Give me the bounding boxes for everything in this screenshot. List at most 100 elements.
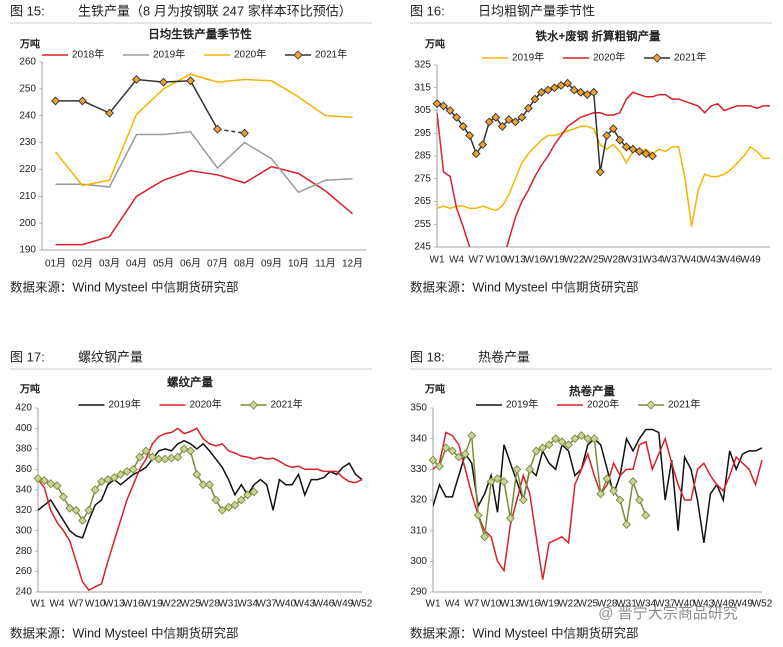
point-marker xyxy=(51,96,60,106)
point-marker xyxy=(525,464,535,474)
point-marker xyxy=(97,477,106,487)
series-line xyxy=(55,165,353,246)
point-marker xyxy=(39,476,49,486)
point-marker xyxy=(622,520,631,529)
legend-label: 2019年 xyxy=(109,398,141,411)
y-tick-label: 245 xyxy=(414,242,431,253)
legend-marker xyxy=(293,50,303,60)
series-line xyxy=(437,82,653,173)
y-tick-label: 295 xyxy=(414,128,431,139)
x-tick-label: W43 xyxy=(701,255,722,266)
point-marker xyxy=(537,87,546,97)
y-tick-label: 285 xyxy=(414,151,431,162)
point-marker xyxy=(634,495,644,505)
chart-title: 热卷产量 xyxy=(569,384,615,398)
x-tick-label: W16 xyxy=(123,599,144,610)
point-marker xyxy=(154,454,164,464)
x-tick-label: W10 xyxy=(485,255,506,266)
x-tick-label: 01月 xyxy=(45,258,66,270)
x-tick-label: W19 xyxy=(142,599,163,610)
legend-label: 2021年 xyxy=(271,398,303,411)
point-marker xyxy=(240,128,249,138)
y-tick-label: 200 xyxy=(19,218,36,229)
point-marker xyxy=(78,516,87,525)
point-marker xyxy=(615,495,625,505)
legend-label: 2019年 xyxy=(506,398,538,411)
legend-label: 2020年 xyxy=(593,51,625,64)
x-tick-label: W16 xyxy=(519,599,540,610)
point-marker xyxy=(160,454,170,464)
y-tick-label: 350 xyxy=(410,403,427,414)
x-tick-label: W7 xyxy=(469,255,484,266)
point-marker xyxy=(544,440,554,450)
y-tick-label: 400 xyxy=(15,423,32,434)
point-marker xyxy=(499,477,509,487)
x-tick-label: W43 xyxy=(694,599,715,610)
x-tick-label: 06月 xyxy=(180,258,201,270)
y-tick-label: 260 xyxy=(19,57,36,68)
point-marker xyxy=(634,147,644,156)
point-marker xyxy=(213,124,222,134)
series-line xyxy=(55,131,353,194)
point-marker xyxy=(531,446,541,456)
point-marker xyxy=(71,505,81,515)
x-tick-label: W37 xyxy=(655,599,676,610)
point-marker xyxy=(135,452,145,462)
x-tick-label: W37 xyxy=(256,599,277,610)
point-marker xyxy=(90,485,100,495)
point-marker xyxy=(147,452,157,462)
y-tick-label: 300 xyxy=(15,525,32,536)
point-marker xyxy=(493,474,502,483)
point-marker xyxy=(447,446,457,456)
x-tick-label: W40 xyxy=(674,599,695,610)
x-tick-label: W13 xyxy=(505,255,526,266)
point-marker xyxy=(432,99,442,109)
point-marker xyxy=(109,473,119,482)
point-marker xyxy=(230,500,240,510)
point-marker xyxy=(497,121,507,131)
point-marker xyxy=(435,461,444,471)
point-marker xyxy=(460,449,470,459)
point-marker xyxy=(484,117,494,127)
x-tick-label: W46 xyxy=(713,599,734,610)
x-tick-label: 03月 xyxy=(99,258,120,270)
point-marker xyxy=(602,474,612,483)
x-tick-label: 11月 xyxy=(315,258,335,270)
x-tick-label: W28 xyxy=(597,599,618,610)
series-line xyxy=(437,125,770,227)
series-line xyxy=(433,431,763,580)
x-tick-label: W34 xyxy=(642,255,663,266)
point-marker xyxy=(530,94,540,104)
x-tick-label: W13 xyxy=(500,599,521,610)
x-tick-label: W52 xyxy=(752,599,773,610)
point-marker xyxy=(128,464,138,474)
point-marker xyxy=(557,437,567,447)
x-tick-label: W22 xyxy=(564,255,585,266)
y-tick-label: 300 xyxy=(410,556,427,567)
point-marker xyxy=(569,85,579,95)
x-tick-label: 10月 xyxy=(288,258,309,270)
y-tick-label: 240 xyxy=(19,110,36,121)
point-marker xyxy=(105,108,114,118)
x-tick-label: W40 xyxy=(275,599,296,610)
legend-label: 2020年 xyxy=(587,398,619,411)
legend-label: 2020年 xyxy=(190,398,222,411)
point-marker xyxy=(428,455,438,465)
point-marker xyxy=(556,81,566,90)
y-tick-label: 330 xyxy=(410,464,427,475)
x-tick-label: W52 xyxy=(352,599,373,610)
y-tick-label: 325 xyxy=(414,60,431,71)
y-tick-label: 290 xyxy=(410,587,427,598)
point-marker xyxy=(454,452,464,462)
series-line xyxy=(437,91,770,247)
point-marker xyxy=(608,124,618,134)
point-marker xyxy=(192,470,202,479)
point-marker xyxy=(550,83,559,93)
x-tick-label: W10 xyxy=(481,599,502,610)
point-marker xyxy=(445,106,455,115)
y-unit: 万吨 xyxy=(424,38,445,51)
point-marker xyxy=(486,477,496,487)
point-marker xyxy=(589,87,599,97)
figure-label: 图 15: xyxy=(10,3,45,18)
